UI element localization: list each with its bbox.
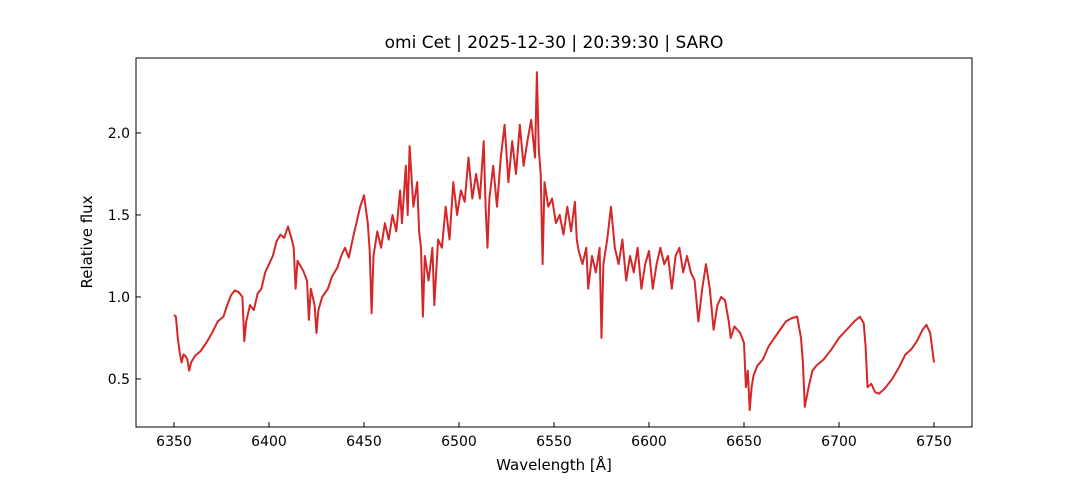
- chart-title: omi Cet | 2025-12-30 | 20:39:30 | SARO: [385, 33, 724, 53]
- x-tick-label: 6600: [631, 434, 667, 450]
- x-tick-label: 6500: [441, 434, 477, 450]
- y-tick-label: 2.0: [108, 126, 130, 142]
- x-tick-label: 6350: [156, 434, 192, 450]
- spectrum-line: [173, 71, 935, 412]
- x-axis-label: Wavelength [Å]: [496, 455, 612, 474]
- plot-frame: [135, 57, 973, 428]
- y-tick-label: 0.5: [108, 372, 130, 388]
- y-tick-label: 1.5: [108, 208, 130, 224]
- x-tick-label: 6550: [536, 434, 572, 450]
- x-tick-label: 6700: [821, 434, 857, 450]
- x-tick-label: 6650: [726, 434, 762, 450]
- y-axis-label: Relative flux: [78, 195, 96, 288]
- x-tick-label: 6750: [916, 434, 952, 450]
- x-tick-label: 6450: [346, 434, 382, 450]
- y-tick-label: 1.0: [108, 290, 130, 306]
- x-tick-label: 6400: [251, 434, 287, 450]
